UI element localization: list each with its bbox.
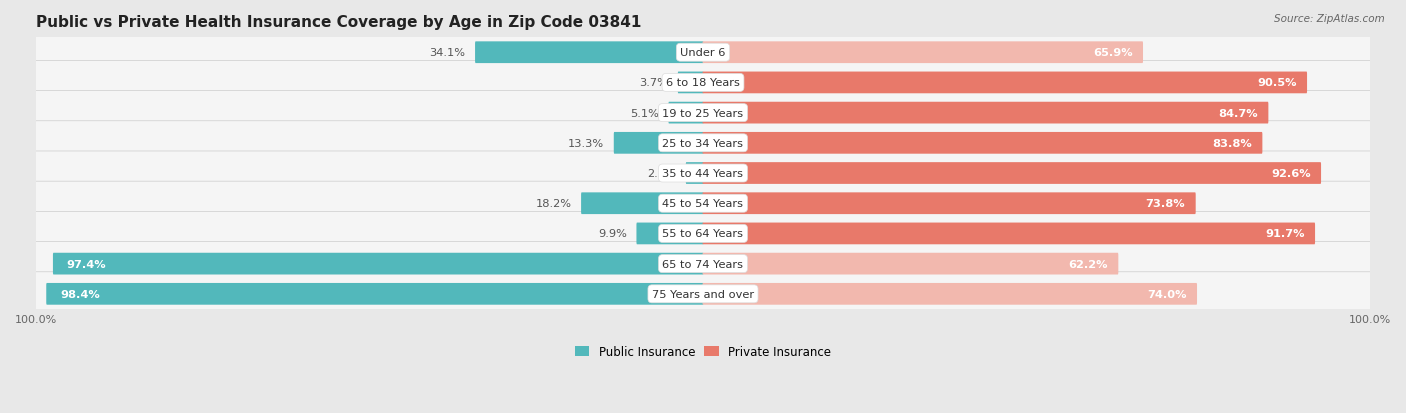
Text: 13.3%: 13.3%: [568, 138, 605, 148]
FancyBboxPatch shape: [34, 242, 1372, 286]
Text: 2.5%: 2.5%: [648, 169, 676, 178]
FancyBboxPatch shape: [34, 91, 1372, 135]
Text: 83.8%: 83.8%: [1212, 138, 1251, 148]
FancyBboxPatch shape: [703, 253, 1118, 275]
Text: 6 to 18 Years: 6 to 18 Years: [666, 78, 740, 88]
Text: 34.1%: 34.1%: [430, 48, 465, 58]
FancyBboxPatch shape: [34, 31, 1372, 75]
Text: 9.9%: 9.9%: [598, 229, 627, 239]
Text: 18.2%: 18.2%: [536, 199, 572, 209]
FancyBboxPatch shape: [34, 152, 1372, 196]
Text: 74.0%: 74.0%: [1147, 289, 1187, 299]
Text: Public vs Private Health Insurance Coverage by Age in Zip Code 03841: Public vs Private Health Insurance Cover…: [37, 15, 641, 30]
FancyBboxPatch shape: [703, 133, 1263, 154]
FancyBboxPatch shape: [668, 102, 703, 124]
Text: 65 to 74 Years: 65 to 74 Years: [662, 259, 744, 269]
FancyBboxPatch shape: [581, 193, 703, 215]
Text: 35 to 44 Years: 35 to 44 Years: [662, 169, 744, 178]
FancyBboxPatch shape: [34, 61, 1372, 105]
FancyBboxPatch shape: [703, 42, 1143, 64]
FancyBboxPatch shape: [703, 72, 1308, 94]
Text: 84.7%: 84.7%: [1218, 108, 1258, 119]
FancyBboxPatch shape: [703, 223, 1315, 245]
Text: 73.8%: 73.8%: [1146, 199, 1185, 209]
Text: 45 to 54 Years: 45 to 54 Years: [662, 199, 744, 209]
FancyBboxPatch shape: [637, 223, 703, 245]
Text: 92.6%: 92.6%: [1271, 169, 1310, 178]
Text: 65.9%: 65.9%: [1092, 48, 1132, 58]
FancyBboxPatch shape: [686, 163, 703, 185]
FancyBboxPatch shape: [53, 253, 703, 275]
FancyBboxPatch shape: [34, 272, 1372, 316]
FancyBboxPatch shape: [703, 163, 1322, 185]
Text: Under 6: Under 6: [681, 48, 725, 58]
Text: 5.1%: 5.1%: [630, 108, 659, 119]
Text: 90.5%: 90.5%: [1257, 78, 1296, 88]
FancyBboxPatch shape: [34, 182, 1372, 226]
Text: 97.4%: 97.4%: [67, 259, 107, 269]
FancyBboxPatch shape: [475, 42, 703, 64]
Text: 25 to 34 Years: 25 to 34 Years: [662, 138, 744, 148]
Text: 3.7%: 3.7%: [640, 78, 668, 88]
Text: 19 to 25 Years: 19 to 25 Years: [662, 108, 744, 119]
FancyBboxPatch shape: [703, 283, 1197, 305]
FancyBboxPatch shape: [34, 212, 1372, 256]
FancyBboxPatch shape: [703, 102, 1268, 124]
Text: 55 to 64 Years: 55 to 64 Years: [662, 229, 744, 239]
Text: 98.4%: 98.4%: [60, 289, 100, 299]
Text: Source: ZipAtlas.com: Source: ZipAtlas.com: [1274, 14, 1385, 24]
FancyBboxPatch shape: [46, 283, 703, 305]
FancyBboxPatch shape: [34, 121, 1372, 166]
FancyBboxPatch shape: [614, 133, 703, 154]
Text: 91.7%: 91.7%: [1265, 229, 1305, 239]
FancyBboxPatch shape: [703, 193, 1195, 215]
FancyBboxPatch shape: [678, 72, 703, 94]
Text: 62.2%: 62.2%: [1069, 259, 1108, 269]
Text: 75 Years and over: 75 Years and over: [652, 289, 754, 299]
Legend: Public Insurance, Private Insurance: Public Insurance, Private Insurance: [571, 341, 835, 363]
